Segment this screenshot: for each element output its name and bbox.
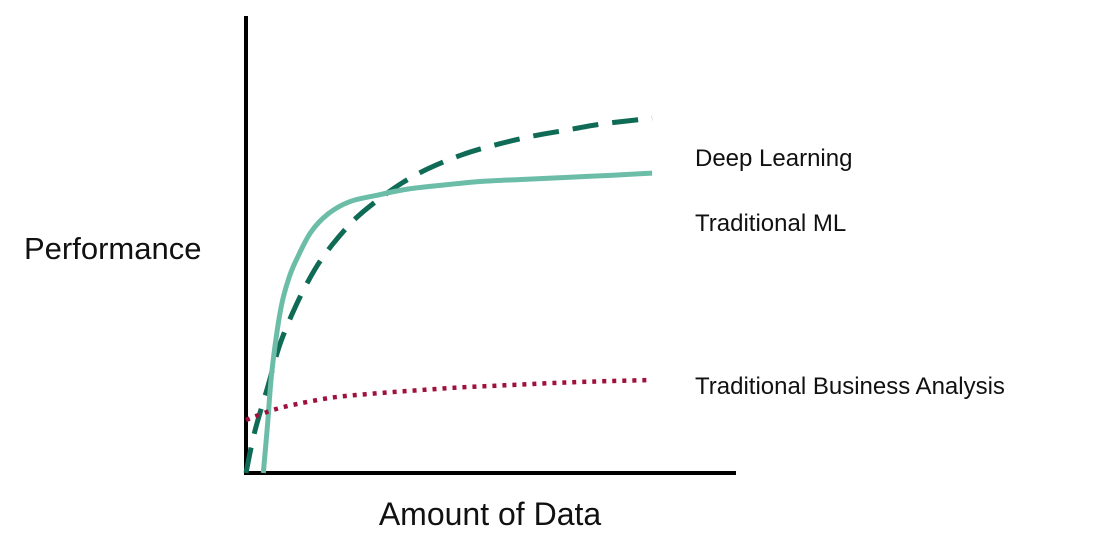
series-line-traditional-business-analysis xyxy=(245,377,653,423)
legend-traditional-ml: Traditional ML xyxy=(695,210,846,237)
series-layer xyxy=(243,115,653,474)
y-axis-label: Performance xyxy=(24,231,201,266)
series-line-deep-learning xyxy=(243,115,653,474)
legend-traditional-business-analysis: Traditional Business Analysis xyxy=(695,373,1005,400)
x-axis-label: Amount of Data xyxy=(379,496,602,532)
series-line-traditional-ml xyxy=(260,170,653,474)
legend-deep-learning: Deep Learning xyxy=(695,145,852,172)
